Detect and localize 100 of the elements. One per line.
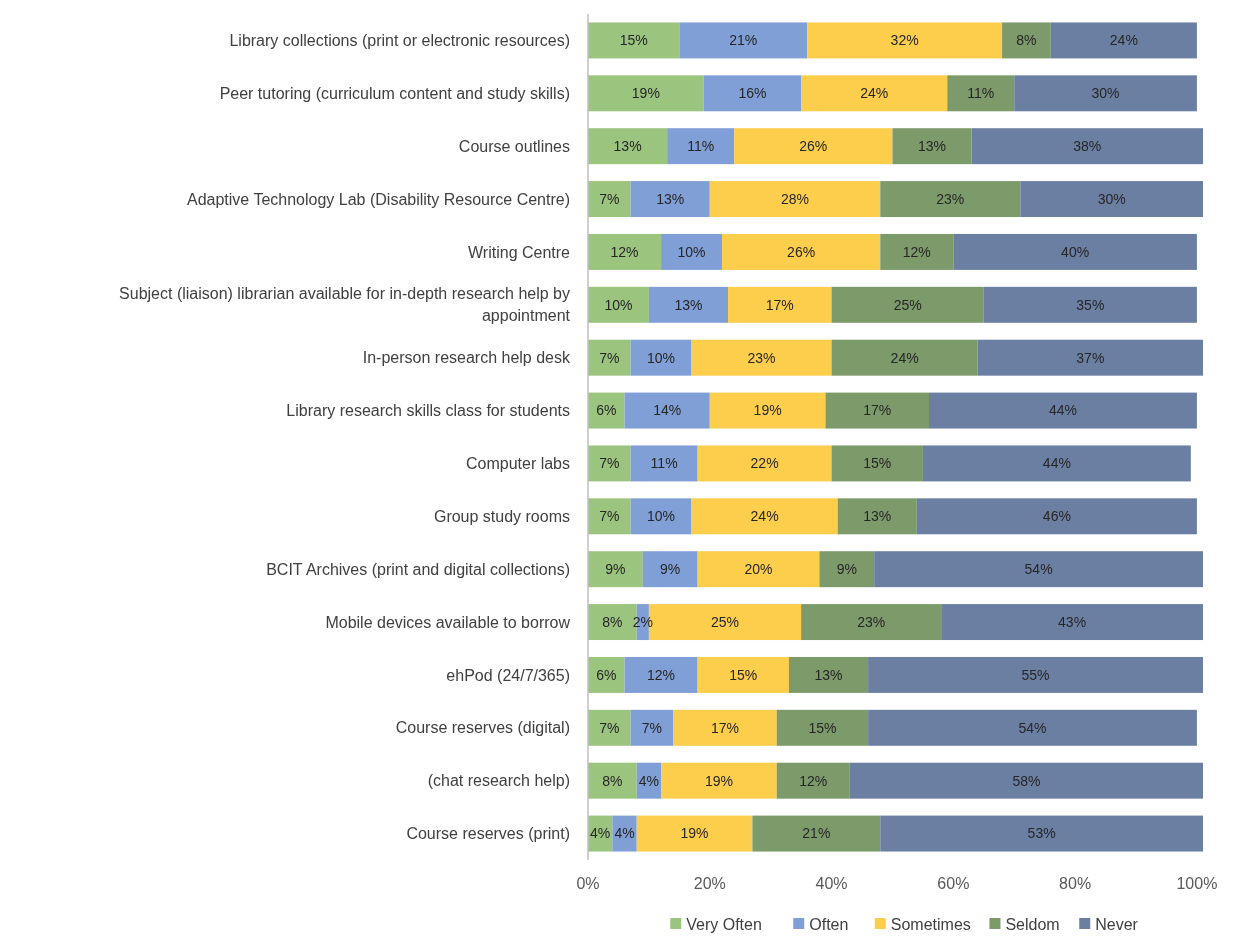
data-label: 13% — [656, 190, 685, 207]
y-tick-label: Peer tutoring (curriculum content and study skills) — [219, 84, 570, 102]
y-tick-label: Subject (liaison) librarian available for in-depth research help by appointment — [119, 285, 571, 325]
data-label: 44% — [1048, 402, 1077, 419]
data-label: 13% — [918, 138, 947, 155]
bar — [697, 445, 832, 482]
bar — [697, 551, 820, 588]
data-label: 22% — [750, 455, 779, 472]
data-label: 17% — [863, 402, 892, 419]
data-label: 30% — [1097, 190, 1126, 207]
data-label: 15% — [808, 719, 837, 736]
bar — [922, 445, 1191, 482]
bar — [630, 339, 692, 376]
bar — [630, 709, 674, 746]
bar — [807, 22, 1003, 59]
bar — [588, 551, 643, 588]
bar — [588, 233, 662, 270]
bar — [588, 709, 631, 746]
bar — [588, 181, 631, 218]
data-label: 13% — [674, 296, 703, 313]
data-label: 55% — [1021, 666, 1050, 683]
bar — [661, 762, 777, 799]
bar — [971, 128, 1203, 165]
data-label: 35% — [1076, 296, 1105, 313]
data-label: 14% — [653, 402, 682, 419]
data-label: 25% — [893, 296, 922, 313]
data-label: 8% — [602, 772, 623, 789]
data-label: 54% — [1018, 719, 1047, 736]
x-tick-label: 80% — [1059, 875, 1092, 892]
bar — [630, 445, 698, 482]
y-tick-label: Course reserves (digital) — [395, 719, 570, 737]
data-label: 4% — [614, 825, 635, 842]
data-label: 13% — [613, 138, 642, 155]
bar — [849, 762, 1203, 799]
bar — [661, 233, 722, 270]
bar — [916, 498, 1197, 535]
data-label: 7% — [599, 508, 620, 525]
data-label: 54% — [1024, 561, 1053, 578]
y-tick-label: Mobile devices available to borrow — [325, 613, 571, 631]
bar — [728, 286, 832, 323]
data-label: 26% — [787, 243, 816, 260]
data-label: 11% — [967, 85, 995, 102]
data-label: 21% — [802, 825, 831, 842]
bar — [801, 604, 942, 641]
data-label: 37% — [1076, 349, 1105, 366]
bar — [709, 392, 826, 429]
bar — [642, 551, 698, 588]
data-label: 4% — [638, 772, 660, 789]
bar — [630, 498, 692, 535]
bar — [588, 75, 704, 112]
bar — [636, 815, 753, 852]
data-label: 58% — [1012, 772, 1041, 789]
bar — [1014, 75, 1197, 112]
bar — [734, 128, 893, 165]
bar — [880, 181, 1021, 218]
bar — [801, 75, 948, 112]
bar — [691, 498, 838, 535]
bar — [819, 551, 875, 588]
data-label: 19% — [753, 402, 782, 419]
bar — [776, 762, 850, 799]
x-tick-label: 60% — [937, 875, 970, 892]
bar — [928, 392, 1197, 429]
data-label: 44% — [1042, 455, 1071, 472]
legend-label: Very Often — [686, 915, 762, 933]
data-label: 8% — [602, 613, 623, 630]
bar — [831, 339, 978, 376]
bar — [630, 181, 710, 218]
data-label: 19% — [704, 772, 733, 789]
x-tick-label: 20% — [693, 875, 726, 892]
data-label: 7% — [599, 349, 620, 366]
bar — [588, 128, 668, 165]
data-label: 12% — [647, 666, 676, 683]
bar — [1002, 22, 1051, 59]
bar — [588, 498, 631, 535]
data-label: 28% — [781, 190, 810, 207]
data-label: 10% — [647, 508, 676, 525]
bar — [721, 233, 881, 270]
bar — [983, 286, 1197, 323]
y-tick-label: Library collections (print or electronic resources) — [229, 32, 570, 50]
data-label: 9% — [660, 561, 681, 578]
y-tick-label: ehPod (24/7/365) — [446, 666, 570, 684]
data-label: 7% — [599, 719, 620, 736]
bar — [673, 709, 777, 746]
bar — [679, 22, 808, 59]
bar — [648, 286, 729, 323]
legend-label: Seldom — [1005, 915, 1060, 933]
bar — [831, 445, 923, 482]
data-label: 24% — [890, 349, 919, 366]
data-label: 6% — [596, 402, 617, 419]
y-tick-label: Group study rooms — [433, 507, 570, 525]
data-label: 4% — [590, 825, 611, 842]
x-tick-label: 100% — [1176, 875, 1218, 892]
data-label: 23% — [936, 190, 965, 207]
legend-label: Often — [809, 915, 849, 933]
data-label: 16% — [738, 85, 767, 102]
bar — [880, 233, 954, 270]
y-tick-label: BCIT Archives (print and digital collections) — [266, 560, 570, 578]
data-label: 13% — [814, 666, 843, 683]
data-label: 53% — [1027, 825, 1056, 842]
data-label: 7% — [599, 455, 620, 472]
